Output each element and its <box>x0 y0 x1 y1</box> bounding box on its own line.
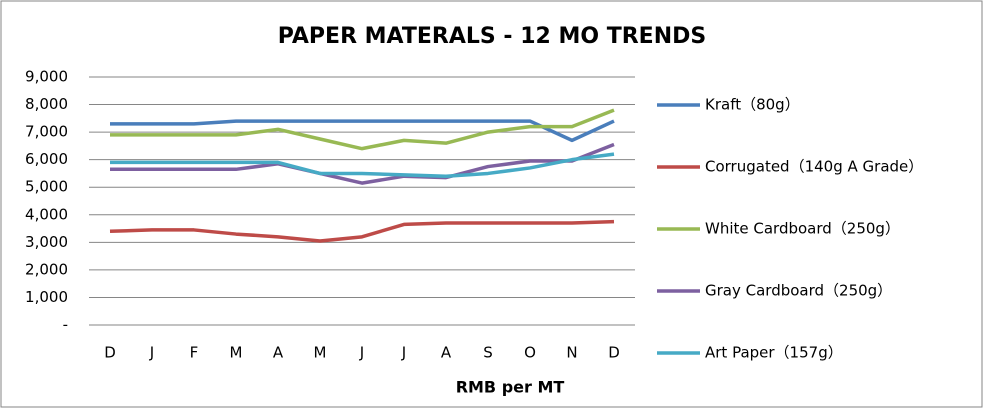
series-line <box>110 142 615 185</box>
y-tick-label: 3,000 <box>25 233 68 251</box>
x-tick-label: J <box>359 344 364 362</box>
y-tick-label: - <box>63 316 68 334</box>
legend-label: Kraft（80g） <box>705 96 800 114</box>
x-tick-label: D <box>608 344 620 362</box>
legend-label: Gray Cardboard（250g） <box>705 282 892 300</box>
series-line <box>109 219 615 243</box>
series-line <box>110 152 615 178</box>
y-tick-label: 7,000 <box>25 123 68 141</box>
x-axis-label: RMB per MT <box>456 378 565 397</box>
x-tick-label: F <box>190 344 199 362</box>
series-line <box>110 108 615 151</box>
y-tick-label: 6,000 <box>25 150 68 168</box>
x-tick-label: M <box>230 344 243 362</box>
y-tick-label: 5,000 <box>25 178 68 196</box>
x-tick-label: J <box>149 344 154 362</box>
x-tick-label: S <box>483 344 493 362</box>
chart-title: PAPER MATERALS - 12 MO TRENDS <box>278 24 706 49</box>
series-line <box>110 119 615 143</box>
x-tick-label: A <box>441 344 452 362</box>
x-tick-label: A <box>273 344 284 362</box>
legend-label: White Cardboard（250g） <box>705 220 900 238</box>
x-tick-label: O <box>524 344 536 362</box>
y-tick-label: 4,000 <box>25 205 68 223</box>
legend-label: Corrugated（140g A Grade） <box>705 158 923 176</box>
y-tick-label: 1,000 <box>25 288 68 306</box>
x-tick-label: M <box>314 344 327 362</box>
legend-label: Art Paper（157g） <box>705 344 843 362</box>
x-tick-label: N <box>566 344 577 362</box>
y-tick-label: 8,000 <box>25 95 68 113</box>
x-tick-label: D <box>104 344 116 362</box>
y-tick-label: 2,000 <box>25 260 68 278</box>
y-tick-label: 9,000 <box>25 68 68 86</box>
x-tick-label: J <box>401 344 406 362</box>
